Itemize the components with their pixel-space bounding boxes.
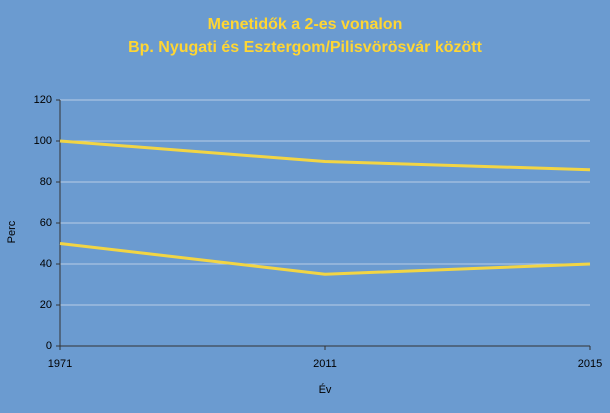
y-tick-label: 100 [34, 135, 52, 147]
data-line [59, 242, 591, 276]
y-tick-label: 60 [40, 217, 52, 229]
x-tick-label: 2015 [578, 358, 602, 370]
y-tick-label: 40 [40, 258, 52, 270]
data-line [59, 139, 591, 172]
y-tick-label: 20 [40, 299, 52, 311]
x-axis-label: Év [319, 383, 332, 396]
chart-title: Menetidők a 2-es vonalon [208, 16, 403, 33]
y-tick-label: 0 [46, 340, 52, 352]
x-tick-label: 2011 [313, 358, 337, 370]
y-axis-label: Perc [6, 220, 18, 243]
y-tick-label: 120 [34, 94, 52, 106]
y-tick-label: 80 [40, 176, 52, 188]
x-tick-label: 1971 [48, 358, 72, 370]
chart-subtitle: Bp. Nyugati és Esztergom/Pilisvörösvár k… [128, 39, 483, 56]
